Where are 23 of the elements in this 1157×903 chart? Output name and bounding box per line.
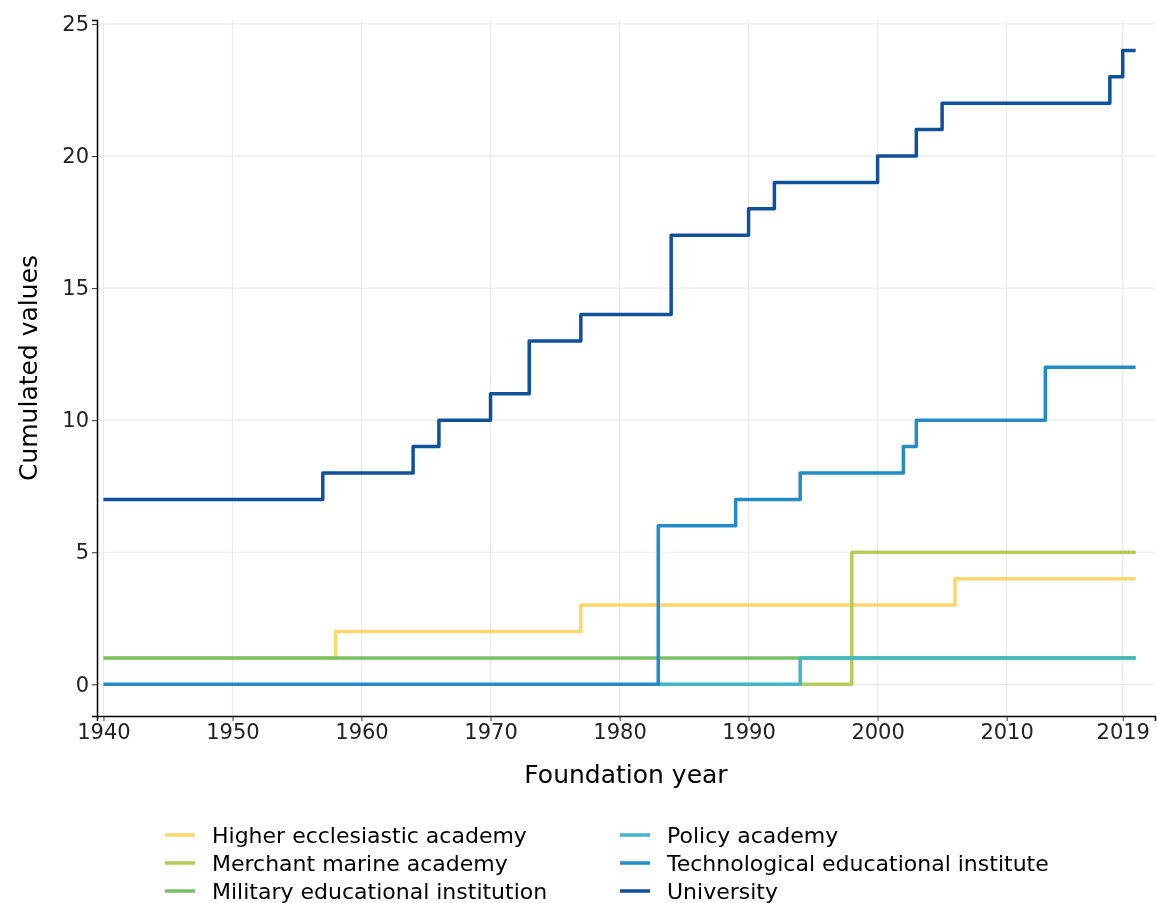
y-tick-label: 15 [62,276,89,301]
y-tick-label: 10 [62,408,89,433]
legend-label: University [667,879,778,903]
y-tick-label: 0 [75,672,89,697]
x-tick-label: 1950 [206,719,260,744]
y-tick-label: 5 [75,540,89,565]
x-tick-label: 1990 [722,719,776,744]
y-tick-label: 25 [62,12,89,37]
x-tick-label: 1940 [77,719,131,744]
legend-label: Higher ecclesiastic academy [212,823,527,848]
x-tick-label: 1960 [335,719,389,744]
x-tick-label: 2019 [1096,719,1150,744]
x-tick-label: 1970 [464,719,518,744]
x-tick-label: 2000 [851,719,905,744]
legend-label: Military educational institution [212,879,548,903]
y-tick-label: 20 [62,144,89,169]
legend-label: Technological educational institute [666,851,1049,876]
x-axis-title: Foundation year [524,760,729,789]
legend-label: Policy academy [667,823,839,848]
legend-label: Merchant marine academy [212,851,508,876]
x-tick-label: 2010 [980,719,1034,744]
y-axis-title: Cumulated values [14,254,43,482]
x-tick-label: 1980 [593,719,647,744]
